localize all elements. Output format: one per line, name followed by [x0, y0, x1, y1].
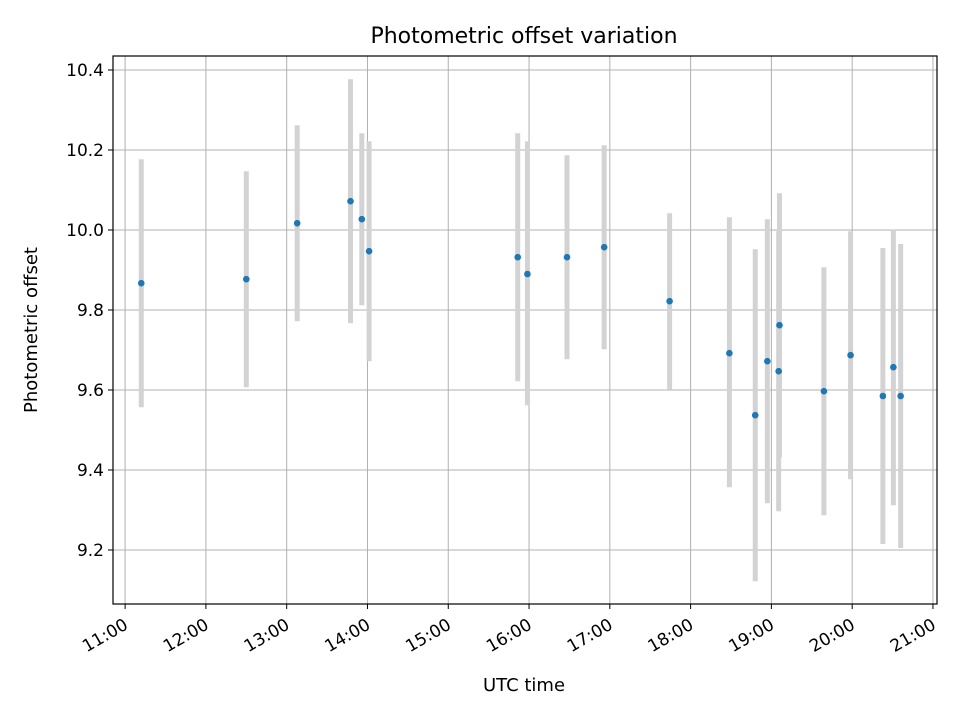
y-axis: 9.2 9.4 9.6 9.8 10.0 10.2 10.4 [66, 61, 113, 561]
y-tick-label: 9.4 [77, 461, 104, 481]
data-point [726, 349, 733, 357]
chart-title: Photometric offset variation [370, 24, 677, 49]
y-tick-label: 10.4 [66, 61, 104, 81]
data-point [879, 392, 887, 400]
data-point [137, 279, 145, 287]
data-point [820, 387, 828, 395]
data-points [137, 197, 904, 419]
x-axis-label: UTC time [483, 675, 565, 696]
y-axis-label: Photometric offset [21, 247, 42, 413]
y-tick-label: 10.2 [66, 141, 104, 161]
data-point [847, 351, 854, 359]
data-point [514, 253, 522, 261]
data-point [600, 243, 608, 251]
data-point [347, 197, 354, 205]
y-tick-label: 9.2 [77, 541, 104, 561]
y-tick-label: 10.0 [66, 221, 104, 241]
data-point [242, 275, 250, 283]
data-point [897, 392, 904, 400]
data-point [524, 270, 531, 278]
y-tick-label: 9.6 [77, 381, 104, 401]
data-point [563, 253, 571, 261]
data-point [358, 215, 366, 223]
y-tick-label: 9.8 [77, 301, 104, 321]
data-point [365, 247, 373, 255]
data-point [666, 297, 673, 305]
data-point [764, 357, 771, 365]
data-point [751, 411, 759, 419]
plot-frame [112, 55, 938, 605]
data-point [776, 321, 783, 329]
data-point [890, 363, 897, 371]
data-point [293, 219, 301, 227]
data-point [775, 367, 782, 375]
